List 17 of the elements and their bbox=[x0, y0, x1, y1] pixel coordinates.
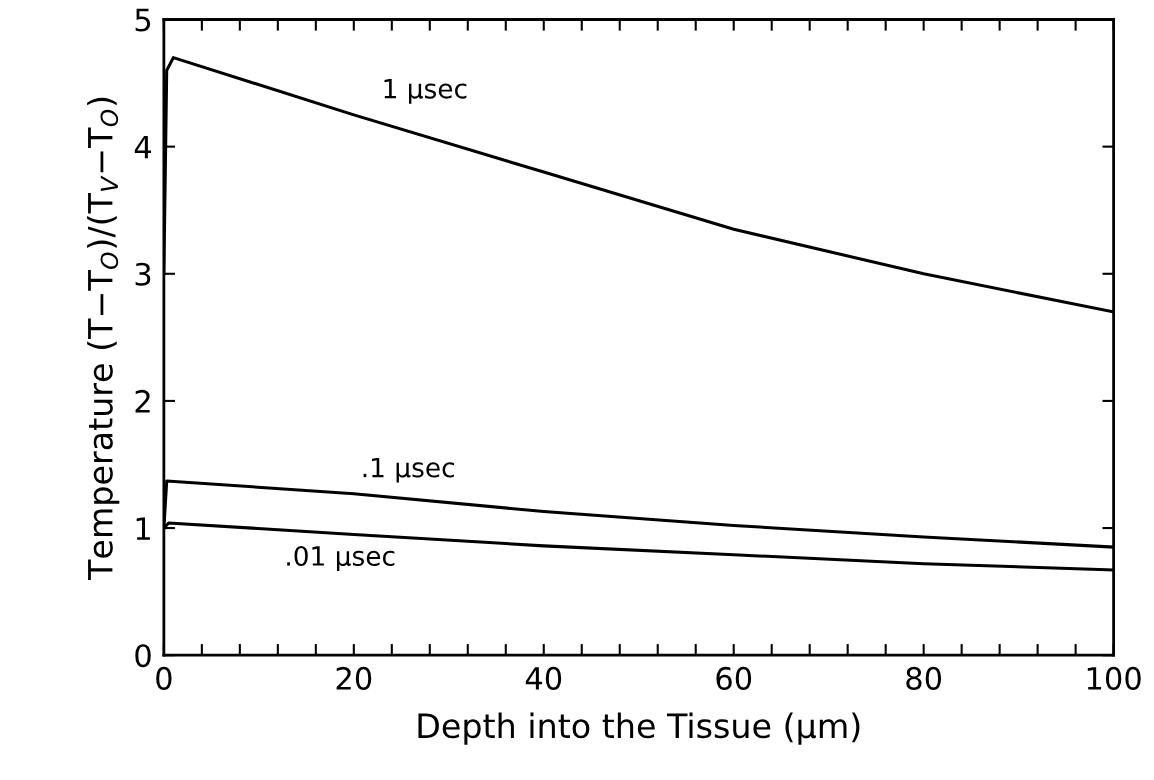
x-tick-label: 80 bbox=[906, 666, 942, 690]
x-tick-label: 60 bbox=[716, 666, 752, 690]
y-tick-label: 3 bbox=[135, 262, 151, 286]
x-tick-label: 20 bbox=[336, 666, 372, 690]
x-axis-title: Depth into the Tissue (μm) bbox=[418, 712, 860, 745]
series-label: 1 μsec bbox=[384, 79, 467, 104]
series-label: .01 μsec bbox=[287, 545, 395, 572]
x-tick-label: 100 bbox=[1087, 666, 1141, 690]
y-axis-title: Temperature (T−T$_{O}$)/(T$_{V}$−T$_{O}$) bbox=[87, 97, 120, 581]
y-tick-label: 1 bbox=[136, 517, 150, 540]
y-tick-label: 0 bbox=[135, 644, 151, 668]
x-tick-label: 40 bbox=[525, 666, 562, 690]
series-label: .1 μsec bbox=[363, 457, 454, 483]
y-tick-label: 4 bbox=[134, 135, 152, 159]
x-tick-label: 0 bbox=[156, 666, 172, 690]
y-tick-label: 5 bbox=[135, 8, 151, 32]
y-tick-label: 2 bbox=[135, 389, 150, 413]
